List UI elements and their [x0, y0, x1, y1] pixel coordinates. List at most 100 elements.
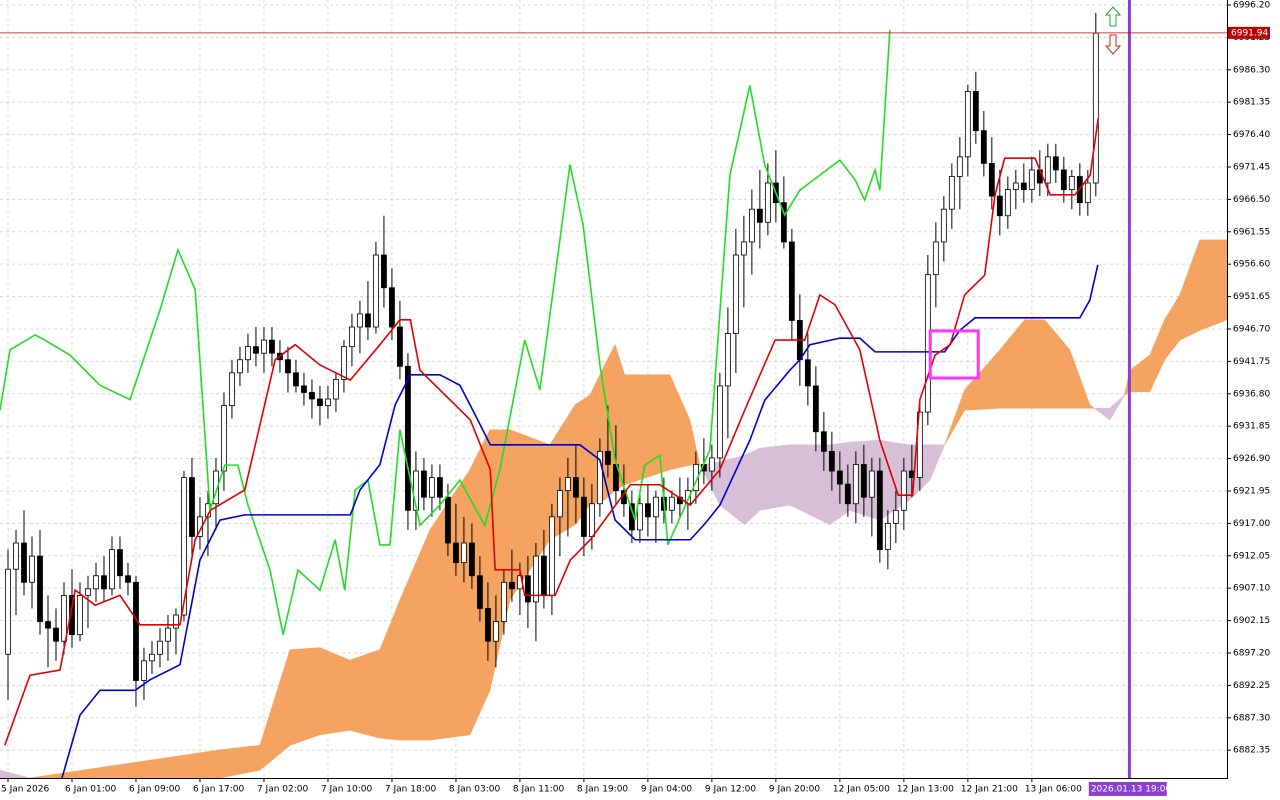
- candle-body: [980, 130, 987, 164]
- candle-body: [165, 627, 171, 642]
- candle-body: [253, 346, 259, 354]
- x-tick-label: 13 Jan 06:00: [1025, 785, 1082, 795]
- candle-body: [237, 359, 243, 374]
- y-tick-label: 6941.75: [1233, 357, 1270, 367]
- candle-body: [764, 182, 771, 223]
- candle-body: [293, 372, 299, 387]
- candle-body: [469, 542, 475, 577]
- candle-body: [828, 450, 835, 472]
- cloud: [689, 419, 701, 466]
- cloud: [999, 318, 1025, 409]
- candle-body: [221, 405, 227, 472]
- candle-body: [85, 588, 91, 596]
- candle-body: [756, 208, 763, 223]
- cloud: [289, 647, 321, 746]
- cloud: [719, 454, 745, 526]
- candle-body: [53, 627, 59, 642]
- candle-body: [501, 581, 507, 622]
- x-tick-label: 7 Jan 10:00: [321, 785, 373, 795]
- x-tick-label: 12 Jan 21:00: [961, 785, 1018, 795]
- candle-body: [804, 359, 811, 387]
- candle-body: [325, 398, 331, 406]
- candle-body: [956, 156, 963, 177]
- candle-body: [149, 653, 155, 662]
- x-tick-label: 9 Jan 04:00: [641, 785, 693, 795]
- cloud: [1129, 354, 1151, 393]
- y-tick-label: 6996.20: [1233, 0, 1270, 10]
- candle-body: [509, 581, 515, 590]
- candle-body: [581, 496, 587, 537]
- candle-body: [916, 411, 923, 478]
- candle-body: [1020, 182, 1027, 190]
- candle-body: [157, 640, 163, 655]
- candle-body: [740, 241, 747, 256]
- cloud: [379, 599, 401, 741]
- candle-body: [1052, 156, 1059, 171]
- candle-body: [868, 470, 875, 498]
- x-tick-label: 8 Jan 11:00: [513, 785, 565, 795]
- down-arrow: [1104, 34, 1122, 55]
- cloud: [929, 444, 946, 481]
- candle-body: [21, 542, 27, 583]
- candle-body: [780, 202, 787, 243]
- candle-body: [301, 385, 307, 393]
- x-tick-label: 5 Jan 2026: [1, 785, 49, 795]
- x-tick-label: 7 Jan 18:00: [385, 785, 437, 795]
- cloud: [0, 769, 31, 778]
- candle-body: [349, 326, 355, 348]
- candle-body: [636, 503, 643, 531]
- x-tick-label: 9 Jan 12:00: [705, 785, 757, 795]
- candle-body: [652, 496, 659, 518]
- y-tick-label: 6986.30: [1233, 65, 1270, 75]
- candle-body: [389, 287, 395, 328]
- y-tick-label: 6931.85: [1233, 422, 1270, 432]
- candle-body: [13, 542, 19, 570]
- y-tick-label: 6971.45: [1233, 162, 1270, 172]
- candle-body: [45, 621, 51, 629]
- candle-body: [405, 365, 411, 511]
- y-tick-label: 6981.35: [1233, 98, 1270, 108]
- candle-body: [93, 575, 99, 590]
- candle-body: [365, 313, 371, 328]
- candle-body: [852, 464, 859, 505]
- price-label: 6991.94: [1231, 28, 1268, 38]
- candle-body: [820, 431, 827, 452]
- candle-body: [117, 549, 123, 577]
- candle-body: [269, 339, 275, 354]
- candle-body: [884, 522, 891, 550]
- cloud: [1024, 319, 1045, 409]
- candle-body: [892, 509, 899, 524]
- candle-body: [716, 385, 723, 459]
- cloud: [624, 374, 671, 486]
- plot-area: [0, 0, 1227, 778]
- x-tick-label: 9 Jan 20:00: [769, 785, 821, 795]
- candle-body: [37, 555, 43, 622]
- candle-body: [940, 208, 947, 243]
- y-tick-label: 6902.15: [1233, 616, 1270, 626]
- candle-body: [397, 326, 403, 367]
- candle-body: [461, 542, 467, 564]
- candle-body: [964, 90, 971, 158]
- x-tick-label: 7 Jan 02:00: [257, 785, 309, 795]
- candle-body: [485, 608, 491, 642]
- cloud: [759, 444, 791, 511]
- candle-body: [1044, 156, 1051, 184]
- candle-body: [1012, 182, 1019, 190]
- y-tick-label: 6897.20: [1233, 648, 1270, 658]
- y-tick-label: 6976.40: [1233, 130, 1270, 140]
- x-tick-label: 6 Jan 17:00: [193, 785, 245, 795]
- x-tick-label: 8 Jan 03:00: [449, 785, 501, 795]
- candle-body: [605, 450, 611, 465]
- candle-body: [453, 542, 459, 564]
- candle-body: [429, 477, 435, 498]
- candle-body: [1068, 176, 1075, 190]
- candle-body: [245, 346, 251, 361]
- cloud: [744, 447, 761, 526]
- y-tick-label: 6926.90: [1233, 454, 1270, 464]
- candle-body: [597, 450, 603, 505]
- candle-body: [173, 614, 179, 629]
- cloud: [669, 374, 691, 471]
- candle-body: [61, 594, 67, 642]
